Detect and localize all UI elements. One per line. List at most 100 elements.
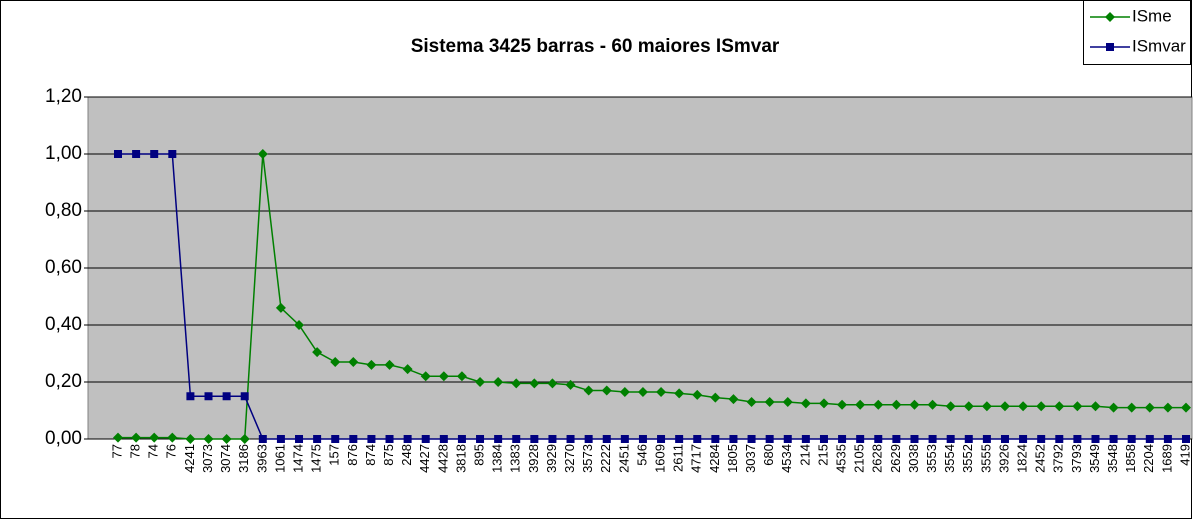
x-tick-label: 2629: [888, 444, 903, 473]
x-tick-label: 1383: [508, 444, 523, 473]
point: [113, 432, 123, 443]
point: [801, 435, 810, 443]
x-tick-label: 4428: [435, 444, 450, 473]
point: [566, 435, 575, 443]
point: [693, 435, 702, 443]
point: [602, 435, 611, 443]
point: [529, 378, 540, 389]
x-tick-label: 2222: [598, 444, 613, 473]
point: [909, 399, 920, 410]
point: [1037, 435, 1046, 443]
point: [892, 435, 901, 443]
x-tick-label: 1384: [490, 444, 505, 473]
x-tick-label: 3573: [580, 444, 595, 473]
x-tick-label: 1474: [290, 444, 305, 473]
point: [131, 432, 142, 443]
point: [584, 435, 593, 443]
x-tick-label: 874: [363, 444, 378, 466]
point: [945, 401, 956, 412]
point: [313, 435, 322, 443]
y-tick-label: 0,20: [45, 371, 82, 392]
point: [150, 150, 159, 158]
x-tick-label: 1805: [725, 444, 740, 473]
x-tick-label: 3038: [906, 444, 921, 473]
point: [221, 434, 232, 444]
point: [928, 435, 937, 443]
point: [132, 150, 141, 158]
point: [402, 364, 413, 375]
x-tick-label: 1609: [652, 444, 667, 473]
point: [946, 435, 955, 443]
point: [493, 377, 504, 387]
point: [856, 435, 865, 443]
point: [891, 399, 902, 410]
point: [963, 401, 974, 412]
point: [349, 435, 358, 443]
point: [239, 434, 250, 444]
x-tick-label: 3929: [544, 444, 559, 473]
x-tick-label: 875: [381, 444, 396, 466]
point: [874, 435, 883, 443]
point: [837, 399, 848, 410]
point: [927, 399, 938, 410]
point: [294, 320, 305, 330]
point: [619, 386, 630, 397]
point: [747, 435, 756, 443]
x-tick-label: 215: [815, 444, 830, 466]
point: [1000, 435, 1009, 443]
x-tick-label: 1858: [1123, 444, 1138, 473]
x-tick-label: 74: [146, 444, 161, 458]
x-tick-label: 3963: [254, 444, 269, 473]
point: [547, 378, 558, 389]
point: [275, 302, 286, 313]
x-tick-label: 3818: [453, 444, 468, 473]
x-tick-label: 2611: [671, 444, 686, 472]
x-tick-label: 4717: [689, 444, 704, 473]
point: [675, 435, 684, 443]
x-tick-label: 4535: [834, 444, 849, 473]
point: [637, 386, 648, 397]
x-tick-label: 78: [128, 444, 143, 458]
x-tick-label: 876: [345, 444, 360, 466]
point: [457, 435, 466, 443]
point: [873, 399, 884, 410]
legend-label: ISme: [1132, 6, 1172, 25]
point: [1182, 435, 1190, 443]
x-tick-label: 3554: [942, 444, 957, 473]
point: [1127, 435, 1136, 443]
point: [384, 359, 395, 370]
point: [438, 371, 449, 382]
point: [475, 377, 486, 387]
point: [222, 392, 231, 401]
x-tick-label: 419: [1177, 444, 1192, 466]
point: [295, 435, 304, 443]
x-tick-label: 4284: [707, 444, 722, 473]
point: [548, 435, 557, 443]
point: [167, 432, 178, 443]
x-tick-label: 3555: [978, 444, 993, 473]
point: [366, 359, 377, 370]
point: [1090, 401, 1101, 412]
point: [257, 149, 268, 159]
point: [656, 386, 667, 397]
legend-marker: [1105, 12, 1115, 22]
point: [240, 392, 249, 401]
point: [1108, 402, 1119, 413]
point: [186, 392, 195, 401]
point: [530, 435, 539, 443]
point: [168, 150, 177, 158]
point: [565, 379, 576, 390]
point: [764, 396, 775, 407]
point: [819, 435, 828, 443]
x-tick-label: 157: [327, 444, 342, 466]
point: [728, 394, 739, 405]
point: [1126, 402, 1137, 413]
point: [818, 398, 829, 409]
x-tick-label: 3926: [996, 444, 1011, 473]
x-tick-label: 3553: [924, 444, 939, 473]
point: [331, 435, 340, 443]
point: [439, 435, 448, 443]
x-tick-label: 3074: [218, 444, 233, 473]
x-tick-label: 4427: [417, 444, 432, 473]
